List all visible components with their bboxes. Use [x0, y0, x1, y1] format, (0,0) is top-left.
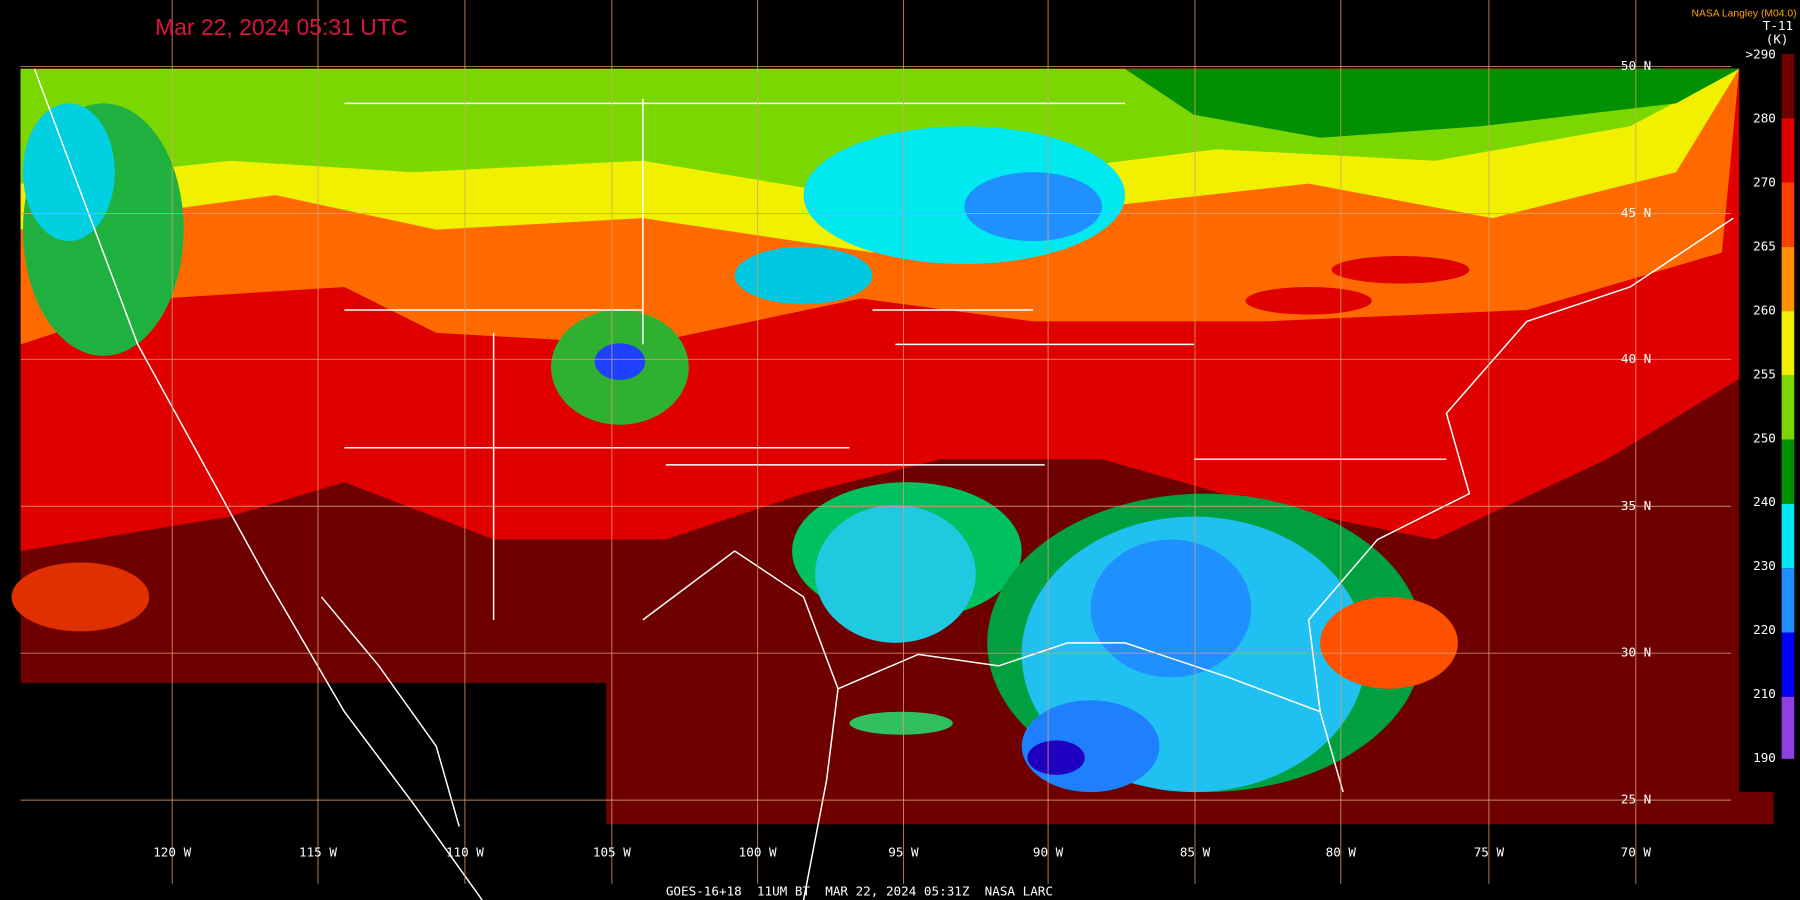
cyan-cloud [734, 246, 873, 305]
longitude-label: 85 W [1180, 844, 1211, 859]
longitude-label: 120 W [153, 844, 191, 859]
longitude-label: 95 W [888, 844, 919, 859]
source-label: NASA Langley (M04.0) [1691, 9, 1796, 20]
colorbar-label: 265 [1753, 238, 1776, 253]
coastlines [33, 68, 1734, 900]
colorbar-label: 280 [1753, 111, 1776, 126]
colorbar-segment [1781, 503, 1795, 569]
lake-warm [1331, 255, 1470, 284]
colorbar-segment [1781, 118, 1795, 183]
colorbar-label: 250 [1753, 430, 1776, 445]
colorbar-segment [1781, 182, 1795, 247]
lake-warm [1245, 286, 1372, 315]
blue-cloud [1090, 539, 1252, 678]
colorbar-segment [1781, 246, 1795, 312]
state-borders [344, 98, 1447, 620]
longitude-label: 90 W [1033, 844, 1064, 859]
colorbar-labels: >290 280 270 265 260 255 250 240 230 220 210 190 [1746, 47, 1776, 765]
deep-cloud [1027, 740, 1085, 775]
blue-cloud [964, 172, 1103, 242]
colorbar-segment [1781, 568, 1795, 633]
product-label: T-11 [1763, 18, 1793, 33]
colorbar-label: 210 [1753, 686, 1776, 701]
colorbar-label: 260 [1753, 302, 1776, 317]
imagery [11, 68, 1774, 825]
coastline [320, 596, 460, 827]
timestamp: Mar 22, 2024 05:31 UTC [155, 14, 407, 40]
colorbar [1781, 53, 1795, 759]
colorbar-segment [1781, 696, 1795, 759]
colorbar-segment [1781, 375, 1795, 440]
longitude-label: 115 W [299, 844, 337, 859]
coastline [33, 68, 483, 900]
longitude-label: 100 W [739, 844, 777, 859]
longitude-label: 105 W [593, 844, 631, 859]
colorbar-segment [1781, 439, 1795, 504]
units-label: (K) [1766, 32, 1789, 47]
colorbar-segment [1781, 632, 1795, 697]
green-region [1125, 68, 1740, 138]
longitude-label: 110 W [446, 844, 484, 859]
cyan-cloud [815, 505, 976, 643]
colorbar-label: 190 [1753, 750, 1776, 765]
colorbar-segment [1781, 53, 1795, 119]
coastline [837, 642, 1344, 793]
red-cloud [11, 562, 150, 632]
longitude-label: 70 W [1621, 844, 1652, 859]
blue-cloud [594, 343, 646, 380]
colorbar-label: 220 [1753, 622, 1776, 637]
colorbar-label: 270 [1753, 174, 1776, 189]
colorbar-label: 255 [1753, 366, 1776, 381]
colorbar-label: 240 [1753, 494, 1776, 509]
green-cloud [849, 711, 953, 735]
longitude-label: 80 W [1326, 844, 1357, 859]
footer: GOES-16+18 11UM BT MAR 22, 2024 05:31Z N… [666, 883, 1053, 898]
orange-cloud [1320, 596, 1458, 689]
colorbar-segment [1781, 311, 1795, 376]
coastline [1307, 217, 1734, 712]
colorbar-label: >290 [1746, 47, 1776, 62]
longitude-label: 75 W [1474, 844, 1505, 859]
cyan-cloud [22, 103, 115, 242]
colorbar-label: 230 [1753, 558, 1776, 573]
